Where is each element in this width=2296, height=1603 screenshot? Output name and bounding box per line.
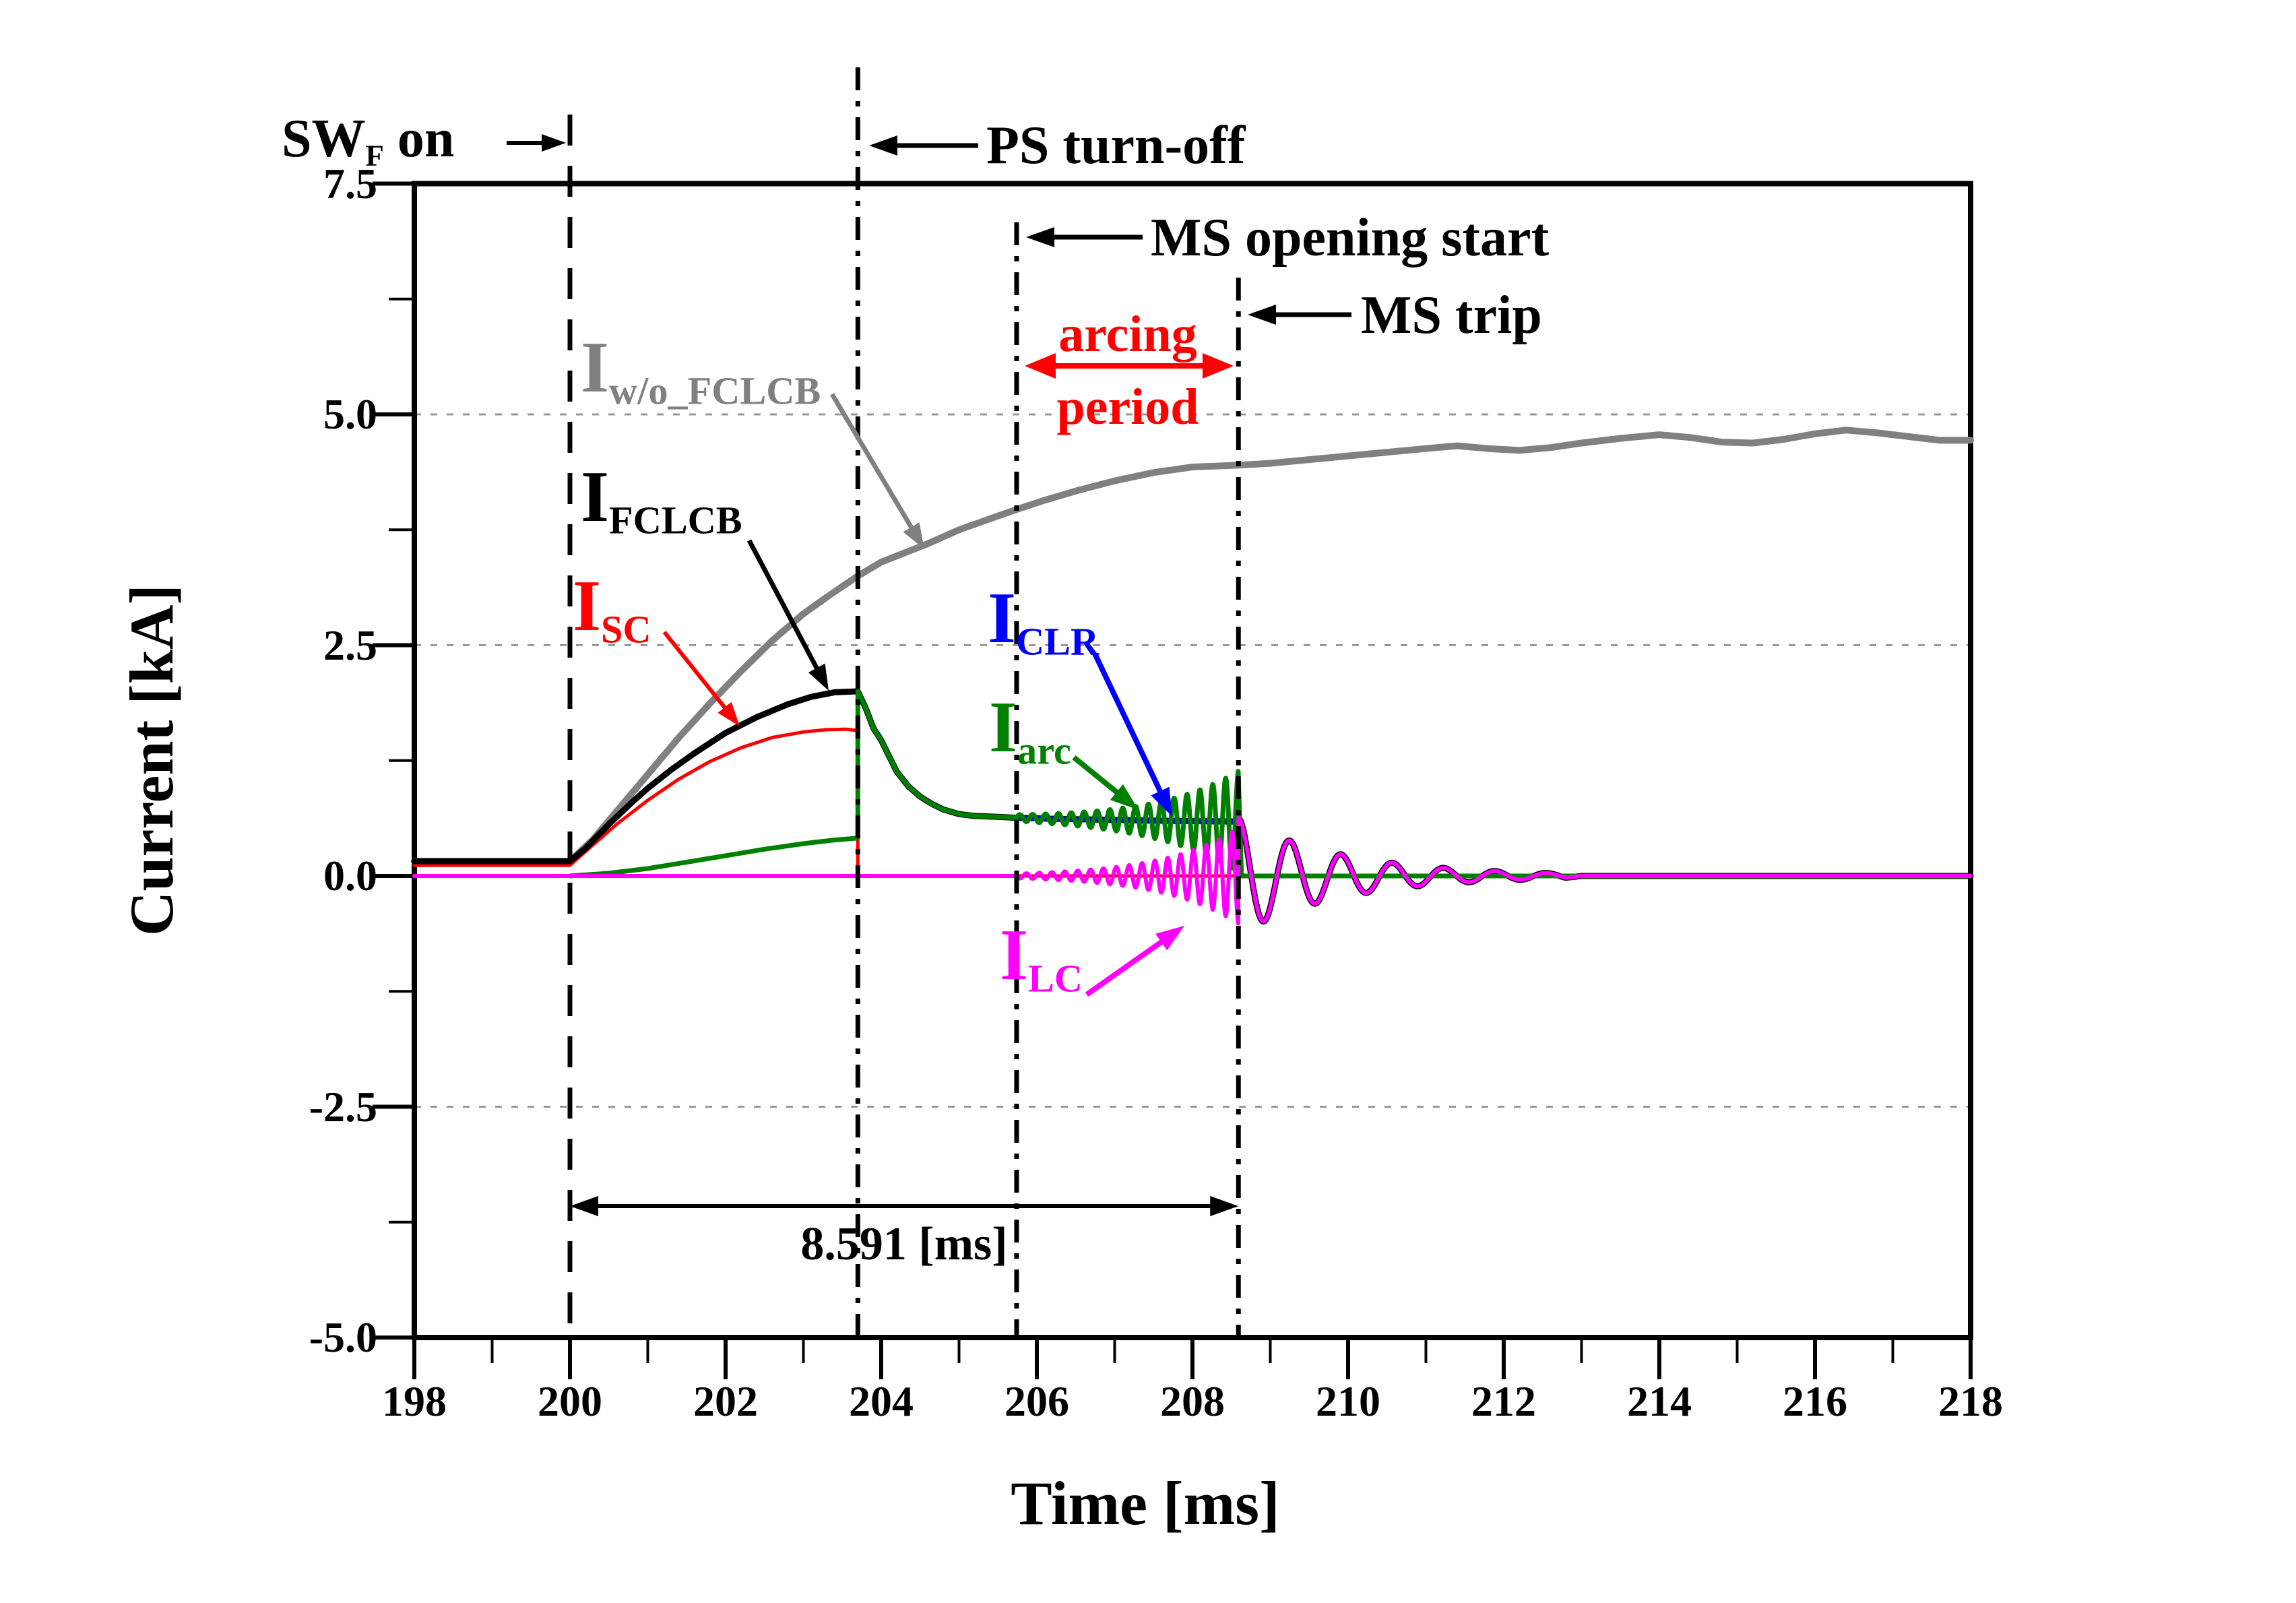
x-tick-label: 210	[1316, 1377, 1380, 1425]
annotation-sw-on-sub: F	[365, 138, 384, 172]
clr-label-arrow	[1092, 652, 1166, 798]
wo-fclcb-label-arrow-head	[903, 522, 924, 549]
curve-i-fclcb	[411, 688, 1974, 925]
fclcb-label-arrow	[746, 539, 821, 674]
y-tick-label: 2.5	[323, 621, 377, 669]
curve-label-wo-fclcb-sub: w/o_FCLCB	[609, 369, 821, 413]
x-tick-label: 208	[1160, 1377, 1225, 1425]
curve-label-arc-sub: arc	[1017, 728, 1071, 773]
sw-on-arrow-head	[542, 134, 566, 152]
sc-label-arrow-head	[718, 701, 740, 726]
annotation-sw-on: SWF on	[282, 112, 454, 170]
curve-label-lc: ILC	[1000, 919, 1083, 999]
curve-label-lc-main: I	[1000, 915, 1029, 995]
curve-i-lc	[412, 815, 1973, 926]
arc-label-arrow-head	[1110, 784, 1139, 810]
curve-label-arc-main: I	[989, 687, 1018, 767]
clr-label-arrow-head	[1151, 786, 1172, 817]
curve-i-sc	[412, 727, 1973, 878]
curve-label-clr: ICLR	[988, 582, 1099, 662]
curve-i-arc	[567, 689, 1973, 879]
ms-trip-arrow-head	[1248, 305, 1276, 325]
arc-label-arrow	[1072, 755, 1123, 798]
duration-arrow-head	[1210, 1196, 1239, 1216]
duration-arrow-head	[570, 1196, 598, 1216]
curve-label-clr-main: I	[988, 578, 1017, 658]
y-axis-title: Current [kA]	[117, 584, 186, 937]
annotation-sw-on-post: on	[383, 109, 455, 168]
x-tick-label: 214	[1627, 1377, 1692, 1425]
curve-label-wo-fclcb: Iw/o_FCLCB	[581, 332, 821, 411]
x-tick-label: 206	[1004, 1377, 1069, 1425]
annotation-sw-on-main: SW	[282, 109, 366, 168]
curve-label-arc: Iarc	[989, 691, 1071, 771]
x-tick-label: 200	[538, 1377, 602, 1425]
curve-label-sc: ISC	[573, 570, 651, 650]
annotation-ps-turn-off: PS turn-off	[986, 116, 1246, 175]
annotation-arcing-line2: period	[1056, 379, 1199, 435]
arcing-period-arrow-head	[1025, 353, 1056, 379]
curve-i-w-o-fclcb	[411, 427, 1974, 865]
x-tick-label: 202	[693, 1377, 758, 1425]
arcing-period-arrow-head	[1203, 353, 1234, 379]
curve-label-wo-fclcb-main: I	[581, 327, 610, 408]
x-tick-label: 198	[382, 1377, 447, 1425]
curve-label-fclcb: IFCLCB	[581, 461, 742, 540]
curve-label-fclcb-sub: FCLCB	[609, 498, 742, 542]
wo-fclcb-label-arrow	[829, 393, 916, 533]
ms-opening-start-arrow-head	[1026, 227, 1054, 247]
curve-label-clr-sub: CLR	[1016, 619, 1099, 664]
y-tick-label: 7.5	[323, 159, 377, 208]
y-tick-label: -5.0	[309, 1313, 377, 1361]
x-tick-label: 204	[849, 1377, 914, 1425]
curve-label-sc-main: I	[573, 566, 602, 646]
x-axis-title: Time [ms]	[1011, 1469, 1280, 1538]
annotation-ms-trip: MS trip	[1361, 286, 1542, 345]
annotation-arcing-line1: arcing	[1058, 306, 1197, 363]
sc-label-arrow	[662, 631, 730, 713]
y-tick-label: 5.0	[323, 390, 377, 438]
x-tick-label: 218	[1938, 1377, 2003, 1425]
ps-turn-off-arrow-head	[869, 135, 897, 156]
curve-label-lc-sub: LC	[1028, 956, 1083, 1001]
annotation-duration: 8.591 [ms]	[800, 1218, 1008, 1270]
curve-label-fclcb-main: I	[581, 457, 610, 537]
y-tick-label: 0.0	[323, 852, 377, 900]
curve-label-sc-sub: SC	[601, 607, 651, 652]
lc-label-arrow	[1085, 937, 1168, 997]
fclcb-label-arrow-head	[808, 663, 829, 691]
lc-label-arrow-head	[1155, 926, 1184, 951]
x-tick-label: 216	[1783, 1377, 1847, 1425]
annotation-ms-opening-start: MS opening start	[1151, 208, 1550, 268]
y-tick-label: -2.5	[309, 1082, 377, 1131]
plot-frame	[412, 181, 1973, 1340]
x-tick-label: 212	[1471, 1377, 1536, 1425]
